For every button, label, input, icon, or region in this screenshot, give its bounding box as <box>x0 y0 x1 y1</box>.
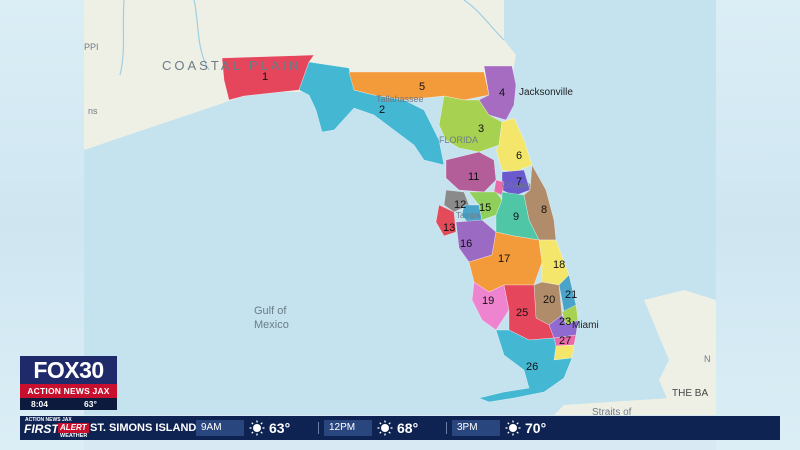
district-label-2: 2 <box>379 104 385 116</box>
district-label-16: 16 <box>460 238 472 250</box>
forecast-time: 9AM <box>196 420 244 436</box>
blurred-frame-right <box>716 0 800 450</box>
river-alabama <box>193 0 210 71</box>
district-label-7: 7 <box>516 176 522 188</box>
land-alabama-coast <box>84 88 154 118</box>
label-orlando: Orlando <box>502 181 531 190</box>
district-label-9: 9 <box>513 211 519 223</box>
bug-time: 8:04 <box>31 399 49 409</box>
district-label-20: 20 <box>543 294 555 306</box>
district-label-17: 17 <box>498 253 510 265</box>
label-the-bahamas: THE BA <box>672 388 708 399</box>
district-12[interactable] <box>443 189 470 213</box>
district-label-5: 5 <box>419 81 425 93</box>
district-11[interactable] <box>445 151 497 193</box>
station-bug: FOX30 ACTION NEWS JAX 8:04 63° <box>20 356 117 410</box>
label-tampa: Tampa <box>456 211 481 220</box>
first-alert-weather: WEATHER <box>60 433 88 439</box>
weather-ticker: ACTION NEWS JAX FIRST ALERT WEATHER ST. … <box>20 416 780 440</box>
forecast-temp: 68° <box>397 420 419 436</box>
district-label-8: 8 <box>541 204 547 216</box>
river-pearl <box>119 0 125 76</box>
district-label-1: 1 <box>262 71 268 83</box>
florida-district-map: COASTAL PLAIN Gulf of Mexico Jacksonvill… <box>84 0 716 415</box>
district-label-11: 11 <box>468 171 479 183</box>
district-label-27: 27 <box>559 335 571 347</box>
label-miami: Miami <box>572 320 599 331</box>
ticker-separator <box>318 422 319 434</box>
partly-cloudy-icon <box>249 420 265 436</box>
partly-cloudy-icon <box>377 420 393 436</box>
map-panel[interactable]: COASTAL PLAIN Gulf of Mexico Jacksonvill… <box>84 0 716 415</box>
label-florida: FLORIDA <box>439 135 478 145</box>
label-coastal-plain: COASTAL PLAIN <box>162 58 301 73</box>
district-1[interactable] <box>221 54 315 101</box>
label-nassau: N <box>704 354 711 364</box>
label-tallahassee: Tallahassee <box>376 94 424 104</box>
district-label-18: 18 <box>553 259 565 271</box>
ticker-location: ST. SIMONS ISLAND <box>90 422 197 434</box>
forecast-time: 12PM <box>324 420 372 436</box>
bug-temp: 63° <box>84 399 97 409</box>
district-label-19: 19 <box>482 295 494 307</box>
label-ns: ns <box>88 106 98 116</box>
district-label-25: 25 <box>516 307 528 319</box>
district-label-26: 26 <box>526 361 538 373</box>
station-newsbrand: ACTION NEWS JAX <box>20 384 117 398</box>
district-label-21: 21 <box>565 289 577 301</box>
first-alert-alert: ALERT <box>58 423 89 433</box>
district-19[interactable] <box>471 281 510 331</box>
bug-time-temp: 8:04 63° <box>20 398 117 410</box>
districts <box>221 54 579 403</box>
district-26[interactable] <box>478 329 573 403</box>
label-mississippi: PPI <box>84 42 99 52</box>
district-27[interactable] <box>553 344 575 361</box>
first-alert-brand-top: ACTION NEWS JAX <box>25 417 72 423</box>
district-4[interactable] <box>478 65 517 121</box>
label-jacksonville: Jacksonville <box>519 87 573 98</box>
district-label-6: 6 <box>516 150 522 162</box>
label-mexico: Mexico <box>254 319 289 331</box>
first-alert-first: FIRST <box>24 422 59 436</box>
district-label-4: 4 <box>499 87 505 99</box>
forecast-temp: 63° <box>269 420 291 436</box>
first-alert-logo: ACTION NEWS JAX FIRST ALERT WEATHER <box>20 416 89 440</box>
label-gulf: Gulf of <box>254 305 287 317</box>
ticker-separator <box>446 422 447 434</box>
land-bahamas <box>644 290 716 415</box>
district-label-23: 23 <box>559 316 571 328</box>
land-cuba-hint <box>554 395 716 415</box>
forecast-temp: 70° <box>525 420 547 436</box>
partly-cloudy-icon <box>505 420 521 436</box>
forecast-time: 3PM <box>452 420 500 436</box>
district-labels: 1 2 3 4 5 6 7 8 9 11 12 13 15 16 17 18 1… <box>262 71 577 373</box>
district-label-12: 12 <box>454 199 466 211</box>
district-6[interactable] <box>495 117 533 173</box>
label-straits: Straits of <box>592 407 632 415</box>
district-label-13: 13 <box>443 222 455 234</box>
district-13[interactable] <box>435 204 457 237</box>
station-logo: FOX30 <box>20 356 117 384</box>
district-label-3: 3 <box>478 123 484 135</box>
river-savannah <box>463 0 505 41</box>
district-label-15: 15 <box>479 202 491 214</box>
